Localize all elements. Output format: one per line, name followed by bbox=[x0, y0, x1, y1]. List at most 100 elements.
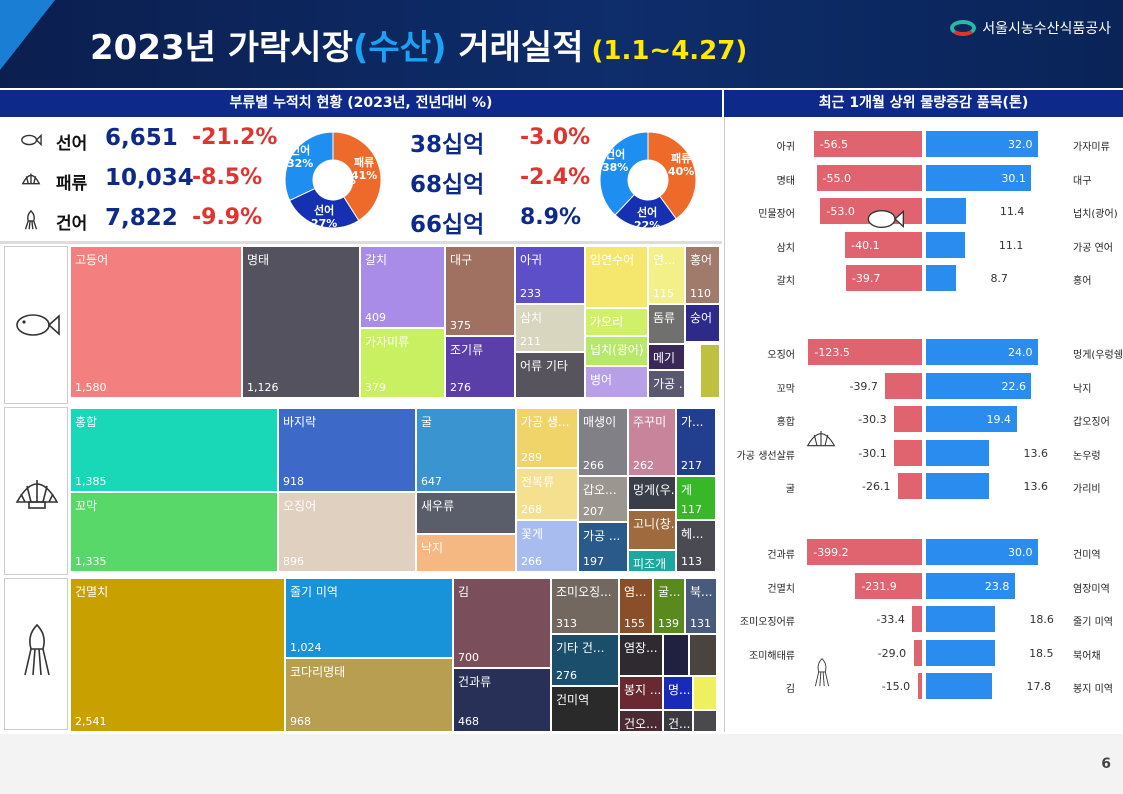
increase-value: 23.8 bbox=[984, 579, 1010, 593]
increase-item-label: 가자미류 bbox=[1073, 142, 1110, 153]
decrease-item-label: 건멸치 bbox=[767, 583, 795, 595]
treemap-cell: 가오리 bbox=[585, 308, 648, 336]
treemap-value: 276 bbox=[556, 669, 577, 682]
treemap-value: 217 bbox=[681, 459, 702, 472]
treemap-label: 오징어 bbox=[283, 499, 317, 513]
fish-category-cell bbox=[4, 246, 68, 404]
decrease-item-label: 김 bbox=[785, 684, 795, 695]
decrease-bar bbox=[912, 606, 922, 632]
treemap-value: 2,541 bbox=[75, 715, 107, 728]
increase-item-label: 염장미역 bbox=[1073, 583, 1110, 595]
treemap-label: 굴 bbox=[421, 415, 433, 429]
increase-value: 8.7 bbox=[990, 272, 1008, 285]
treemap-label: 염... bbox=[624, 585, 647, 599]
treemap-cell: 새우류 bbox=[416, 492, 516, 534]
squid-icon bbox=[24, 623, 50, 676]
treemap-cell: 건멸치 2,541 bbox=[70, 578, 285, 732]
summary-amount-pct: 8.9% bbox=[520, 205, 582, 230]
page-title: 2023년 가락시장(수산) 거래실적 (1.1~4.27) bbox=[90, 28, 748, 68]
bar-row: 건과류 -399.2 30.0 건미역 bbox=[725, 537, 1123, 567]
treemap-value: 1,385 bbox=[75, 475, 107, 488]
squid-icon bbox=[811, 657, 833, 693]
decrease-value: -26.1 bbox=[861, 480, 891, 493]
treemap-cell: 기타 건... 276 bbox=[551, 634, 619, 686]
treemap-cell: 꽃게 266 bbox=[516, 520, 578, 572]
treemap-label: 줄기 미역 bbox=[290, 585, 338, 599]
decrease-value: -39.7 bbox=[851, 272, 881, 285]
increase-value: 11.4 bbox=[999, 205, 1025, 218]
treemap-value: 233 bbox=[520, 287, 541, 300]
treemap-label: 코다리명태 bbox=[290, 665, 346, 679]
increase-item-label: 북어채 bbox=[1073, 650, 1101, 662]
treemap-value: 379 bbox=[365, 381, 386, 394]
treemap-label: 가자미류 bbox=[365, 335, 410, 349]
treemap-cell: 가자미류 379 bbox=[360, 328, 445, 398]
treemap-label: 건멸치 bbox=[75, 585, 109, 599]
summary-row-shellfish: 패류 10,034 -8.5% 68십억 -2.4% bbox=[0, 161, 722, 199]
donut-chart-amount: 건어 38% 패류 40% 선어 22% 1.5% bbox=[598, 120, 698, 240]
increase-value: 24.0 bbox=[1008, 346, 1033, 359]
period: (1.1~4.27) bbox=[591, 36, 748, 66]
increase-bar bbox=[926, 406, 1017, 432]
treemap-value: 468 bbox=[458, 715, 479, 728]
treemap-value: 647 bbox=[421, 475, 442, 488]
increase-value: 13.6 bbox=[1023, 480, 1048, 493]
bar-row: 삼치 -40.1 11.1 가공 연어 bbox=[725, 230, 1123, 260]
treemap-cell: 봉지 ... bbox=[619, 676, 663, 710]
bar-row: 꼬막 -39.7 22.6 낙지 bbox=[725, 371, 1123, 401]
treemap-cell: 갑오... 207 bbox=[578, 476, 628, 522]
decrease-bar bbox=[855, 572, 922, 599]
treemap-cell: 꼬막 1,335 bbox=[70, 492, 278, 572]
treemap-label: 게 bbox=[681, 483, 693, 497]
treemap-label: 임연수어 bbox=[590, 253, 635, 267]
treemap-value: 113 bbox=[681, 555, 702, 568]
treemap-cell: 조기류 276 bbox=[445, 336, 515, 398]
treemap-value: 197 bbox=[583, 555, 604, 568]
decrease-value: -30.1 bbox=[858, 446, 887, 460]
increase-value: 22.6 bbox=[1001, 379, 1026, 393]
bar-row: 민물장어 -53.0 11.4 넙치(광어) bbox=[725, 196, 1123, 226]
bar-row: 김 -15.0 17.8 봉지 미역 bbox=[725, 671, 1123, 701]
treemap-label: 멍게(우... bbox=[633, 483, 675, 497]
treemap-label: 명태 bbox=[247, 253, 270, 267]
treemap-label: 꽃게 bbox=[521, 527, 544, 541]
increase-item-label: 가리비 bbox=[1073, 484, 1101, 495]
increase-bar bbox=[926, 606, 996, 632]
donut-label-dried: 건어 38% bbox=[602, 148, 629, 174]
fish-icon bbox=[865, 205, 905, 237]
increase-value: 17.8 bbox=[1026, 680, 1051, 693]
treemap-value: 409 bbox=[365, 311, 386, 324]
treemap-label: 홍합 bbox=[75, 415, 98, 429]
treemap: 고등어 1,580 명태 1,126 갈치 409 대구 375 아귀 233 임연수어 연... 11… bbox=[70, 246, 722, 732]
decrease-value: -55.0 bbox=[822, 171, 852, 185]
bar-row: 갈치 -39.7 8.7 홍어 bbox=[725, 263, 1123, 293]
decrease-item-label: 오징어 bbox=[767, 350, 795, 361]
summary-volume: 10,034 bbox=[105, 165, 194, 191]
treemap-label: 꼬막 bbox=[75, 499, 98, 513]
treemap-value: 266 bbox=[521, 555, 542, 568]
treemap-label: 기타 건... bbox=[556, 641, 605, 655]
treemap-value: 289 bbox=[521, 451, 542, 464]
increase-item-label: 멍게(우렁쉥이) bbox=[1073, 350, 1123, 361]
decrease-value: -399.2 bbox=[813, 546, 849, 559]
treemap-label: 건과류 bbox=[458, 675, 492, 689]
treemap-cell: 대구 375 bbox=[445, 246, 515, 336]
treemap-value: 262 bbox=[633, 459, 654, 472]
treemap-cell: 홍어 110 bbox=[685, 246, 720, 304]
increase-item-label: 홍어 bbox=[1073, 276, 1092, 287]
decrease-bar bbox=[808, 339, 922, 365]
treemap-label: 피조개 bbox=[633, 557, 667, 571]
treemap-cell bbox=[693, 676, 717, 710]
increase-item-label: 갑오징어 bbox=[1073, 417, 1110, 428]
title-banner: 2023년 가락시장(수산) 거래실적 (1.1~4.27) 서울시농수산식품공사 bbox=[0, 0, 1123, 88]
treemap-cell: 고니(창... bbox=[628, 510, 676, 550]
treemap-cell: 삼치 211 bbox=[515, 304, 585, 352]
treemap-label: 가오리 bbox=[590, 315, 624, 329]
treemap-label: 숭어 bbox=[690, 311, 713, 325]
decrease-bar bbox=[845, 231, 922, 258]
decrease-item-label: 민물장어 bbox=[758, 209, 795, 220]
increase-item-label: 논우렁 bbox=[1073, 450, 1101, 462]
increase-value: 11.1 bbox=[998, 238, 1024, 252]
summary-name: 패류 bbox=[56, 174, 88, 194]
treemap-cell: 돔류 bbox=[648, 304, 685, 344]
